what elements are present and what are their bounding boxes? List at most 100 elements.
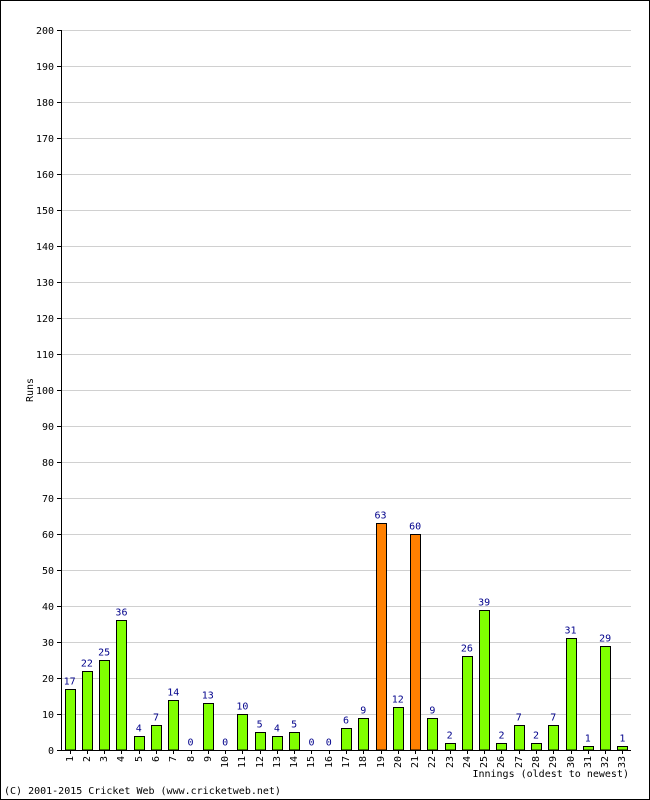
data-label: 7: [153, 713, 159, 724]
bar: [583, 746, 594, 751]
y-tick-label: 100: [36, 386, 54, 397]
data-label: 17: [64, 677, 76, 688]
x-tick-label: 25: [479, 756, 490, 768]
x-tick-label: 10: [220, 756, 231, 768]
y-tick-label: 40: [42, 602, 54, 613]
data-label: 5: [291, 720, 297, 731]
grid-lines: [61, 30, 631, 715]
bar: [514, 725, 525, 751]
data-label: 9: [429, 706, 435, 717]
x-tick-label: 18: [358, 756, 369, 768]
x-tick-label: 28: [531, 756, 542, 768]
bar: [272, 736, 283, 751]
bar: [289, 732, 300, 751]
bar: [427, 718, 438, 751]
data-label: 2: [498, 731, 504, 742]
x-tick-label: 11: [237, 756, 248, 768]
x-tick-label: 33: [617, 756, 628, 768]
y-tick-label: 30: [42, 638, 54, 649]
bar: [617, 746, 628, 751]
bar: [410, 534, 421, 751]
bar: [548, 725, 559, 751]
bar: [566, 638, 577, 751]
x-tick-label: 3: [99, 756, 110, 762]
y-tick-label: 140: [36, 242, 54, 253]
data-label: 22: [81, 659, 93, 670]
data-label: 31: [565, 626, 577, 637]
x-tick-label: 20: [393, 756, 404, 768]
bar: [99, 660, 110, 751]
bar: [151, 725, 162, 751]
data-label: 0: [188, 738, 194, 749]
x-tick-label: 1: [65, 756, 76, 762]
y-tick-label: 120: [36, 314, 54, 325]
data-label: 2: [447, 731, 453, 742]
bar: [496, 743, 507, 751]
y-tick-label: 60: [42, 530, 54, 541]
data-label: 26: [461, 644, 473, 655]
data-label: 1: [619, 734, 625, 745]
bar: [376, 523, 387, 751]
x-tick-label: 32: [600, 756, 611, 768]
x-tick-label: 7: [168, 756, 179, 762]
data-label: 25: [98, 648, 110, 659]
data-label: 60: [409, 522, 421, 533]
x-tick-label: 15: [306, 756, 317, 768]
bar: [237, 714, 248, 751]
y-tick-label: 200: [36, 26, 54, 37]
x-tick-label: 12: [255, 756, 266, 768]
data-label: 7: [516, 713, 522, 724]
x-tick-label: 31: [583, 756, 594, 768]
y-axis-title: Runs: [25, 378, 36, 402]
y-tick-label: 150: [36, 206, 54, 217]
data-label: 39: [478, 598, 490, 609]
data-label: 36: [115, 608, 127, 619]
x-axis-title: Innings (oldest to newest): [472, 769, 629, 780]
copyright-footer: (C) 2001-2015 Cricket Web (www.cricketwe…: [4, 786, 281, 797]
data-label: 14: [167, 688, 179, 699]
data-label: 63: [375, 511, 387, 522]
y-tick-label: 10: [42, 710, 54, 721]
x-tick-label: 27: [514, 756, 525, 768]
data-label: 0: [326, 738, 332, 749]
bar: [479, 610, 490, 751]
bar: [393, 707, 404, 751]
x-tick-label: 6: [151, 756, 162, 762]
y-tick-label: 170: [36, 134, 54, 145]
y-tick-label: 50: [42, 566, 54, 577]
x-tick-label: 13: [272, 756, 283, 768]
x-axis-ticks: 1 2 3 4 5 6 7 8 9 10 11 12 13 14 15 16 17 18 19 20 21 22 23 24 2…: [65, 750, 628, 768]
bar: [341, 728, 352, 751]
data-label: 0: [308, 738, 314, 749]
bar: [531, 743, 542, 751]
data-label: 4: [136, 724, 142, 735]
bar: [168, 700, 179, 751]
y-tick-label: 160: [36, 170, 54, 181]
y-tick-label: 90: [42, 422, 54, 433]
x-tick-label: 30: [566, 756, 577, 768]
x-tick-label: 14: [289, 756, 300, 768]
bar: [82, 671, 93, 751]
y-tick-label: 130: [36, 278, 54, 289]
x-tick-label: 26: [496, 756, 507, 768]
data-label: 6: [343, 716, 349, 727]
x-tick-label: 8: [186, 756, 197, 762]
y-tick-label: 20: [42, 674, 54, 685]
x-tick-label: 19: [376, 756, 387, 768]
bar: [255, 732, 266, 751]
data-label: 29: [599, 634, 611, 645]
x-tick-label: 16: [324, 756, 335, 768]
data-label: 2: [533, 731, 539, 742]
data-label: 12: [392, 695, 404, 706]
data-label: 4: [274, 724, 280, 735]
y-tick-label: 70: [42, 494, 54, 505]
y-axis-ticks: 0 10 20 30 40 50 60 70 80 90 100 110 120 130 140 150 160…: [36, 26, 61, 757]
data-label: 13: [202, 691, 214, 702]
bar: [600, 646, 611, 751]
data-label: 10: [236, 702, 248, 713]
x-tick-label: 9: [203, 756, 214, 762]
x-tick-label: 24: [462, 756, 473, 768]
bar: [358, 718, 369, 751]
